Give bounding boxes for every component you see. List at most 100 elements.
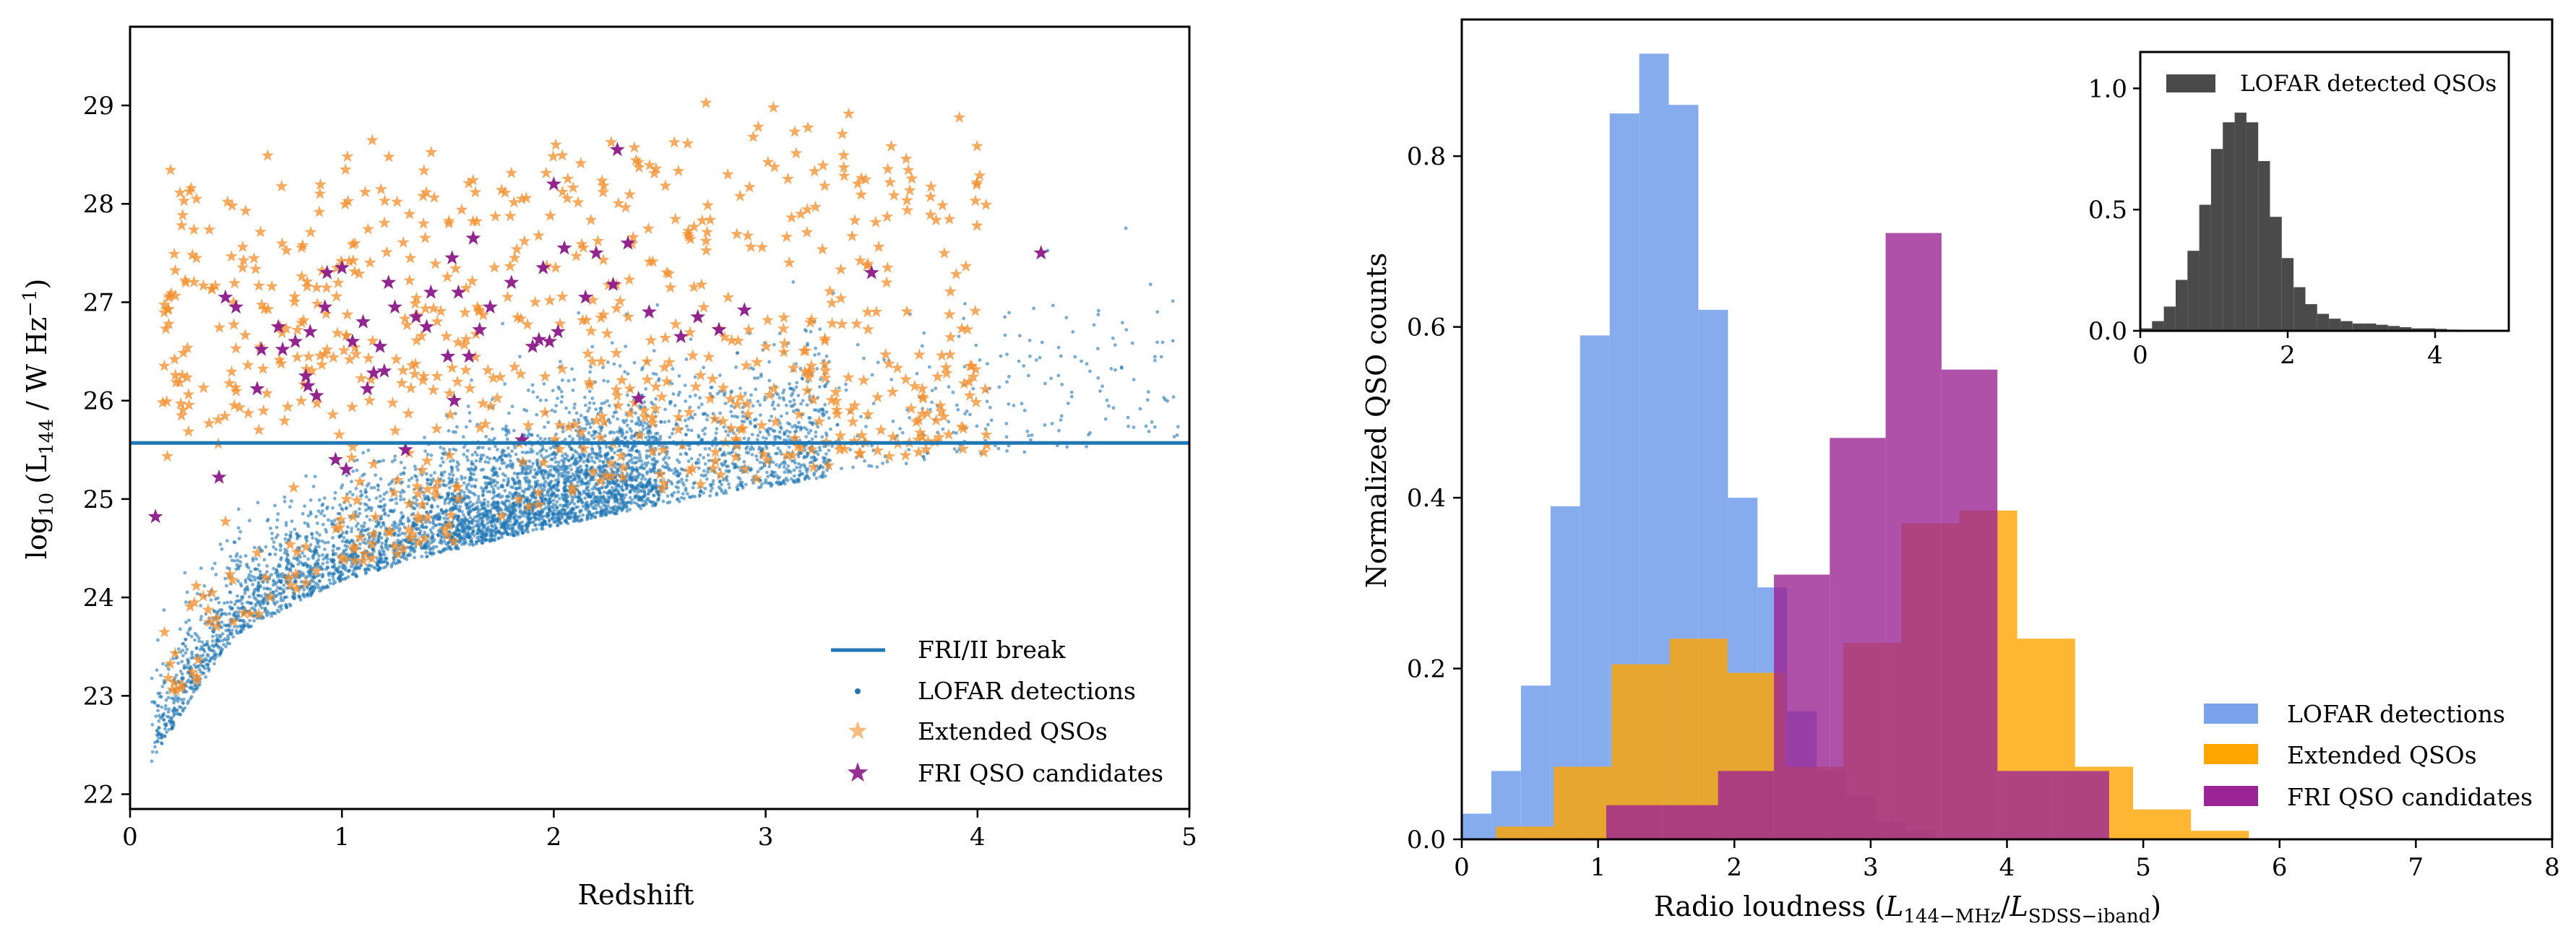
lofar-detection-point [814, 408, 819, 412]
lofar-detection-point [562, 456, 567, 461]
lofar-detection-point [1085, 445, 1088, 449]
lofar-detection-point [378, 459, 382, 464]
lofar-detection-point [486, 460, 491, 464]
lofar-detection-point [823, 402, 827, 407]
lofar-detection-point [321, 553, 324, 557]
lofar-detection-point [955, 431, 958, 435]
lofar-detection-point [224, 628, 228, 633]
lofar-detection-point [543, 480, 548, 484]
lofar-detection-point [355, 468, 359, 472]
lofar-detection-point [381, 521, 385, 525]
lofar-detection-point [797, 420, 801, 425]
lofar-detection-point [738, 386, 742, 390]
lofar-detection-point [863, 459, 866, 463]
lofar-detection-point [252, 545, 257, 550]
lofar-detection-point [587, 401, 592, 405]
lofar-detection-point [379, 545, 384, 549]
lofar-detection-point [510, 528, 514, 532]
lofar-detection-point [1043, 381, 1047, 386]
lofar-detection-point [257, 580, 261, 584]
lofar-detection-point [962, 316, 965, 321]
lofar-detection-point [375, 557, 379, 561]
lofar-detection-point [325, 561, 329, 564]
lofar-detection-point [713, 436, 718, 440]
lofar-detection-point [480, 538, 484, 542]
lofar-detection-point [396, 538, 400, 542]
lofar-detection-point [628, 490, 632, 494]
lofar-detection-point [520, 450, 525, 454]
lofar-detection-point [501, 448, 505, 452]
lofar-detection-point [179, 706, 184, 709]
lofar-detection-point [1005, 449, 1009, 453]
lofar-detection-point [353, 510, 358, 514]
lofar-detection-point [265, 564, 269, 568]
lofar-detection-point [233, 602, 237, 606]
lofar-detection-point [264, 611, 269, 615]
lofar-detection-point [678, 390, 681, 394]
lofar-detection-point [399, 498, 402, 502]
lofar-detection-point [310, 532, 314, 537]
lofar-detection-point [496, 480, 499, 485]
lofar-detection-point [518, 355, 522, 359]
lofar-detection-point [670, 482, 674, 486]
lofar-detection-point [574, 456, 578, 461]
lofar-detection-point [527, 480, 532, 484]
lofar-detection-point [258, 570, 262, 574]
lofar-detection-point [593, 501, 596, 504]
lofar-detection-point [413, 464, 417, 468]
lofar-detection-point [603, 497, 607, 501]
lofar-detection-point [278, 586, 283, 590]
lofar-detection-point [161, 662, 165, 666]
lofar-detection-point [213, 652, 217, 657]
lofar-detection-point [1005, 352, 1009, 356]
lofar-detection-point [764, 436, 768, 441]
lofar-detection-point [593, 503, 598, 507]
lofar-detection-point [254, 557, 259, 561]
lofar-detection-point [160, 705, 164, 709]
lofar-detection-point [770, 403, 775, 407]
lofar-detection-point [1096, 376, 1100, 380]
lofar-detection-point [209, 648, 213, 652]
lofar-detection-point [699, 402, 704, 407]
lofar-detection-point [641, 365, 645, 370]
lofar-detection-point [585, 423, 589, 426]
lofar-detection-point [167, 707, 171, 711]
lofar-detection-point [629, 436, 634, 440]
lofar-detection-point [392, 520, 396, 524]
lofar-detection-point [567, 511, 571, 515]
lofar-detection-point [328, 571, 332, 575]
lofar-detection-point [284, 532, 288, 537]
lofar-detection-point [162, 608, 166, 612]
lofar-detection-point [401, 515, 405, 519]
lofar-detection-point [1065, 445, 1069, 449]
lofar-detection-point [604, 463, 608, 467]
lofar-detection-point [515, 475, 520, 480]
lofar-detection-point [162, 718, 166, 722]
lofar-detection-point [501, 472, 505, 476]
lofar-detection-point [962, 365, 967, 369]
lofar-detection-point [486, 522, 489, 525]
lofar-detection-point [275, 533, 280, 537]
lofar-detection-point [249, 570, 253, 574]
lofar-detection-point [665, 465, 669, 470]
lofar-detection-point [730, 404, 733, 408]
lofar-detection-point [337, 576, 342, 580]
lofar-detection-point [642, 490, 647, 494]
lofar-detection-point [723, 460, 727, 464]
lofar-detection-point [278, 572, 283, 576]
lofar-detection-point [355, 458, 359, 462]
lofar-detection-point [470, 517, 475, 522]
lofar-detection-point [184, 638, 187, 641]
lofar-detection-point [305, 586, 309, 590]
lofar-detection-point [563, 437, 567, 441]
lofar-detection-point [593, 460, 597, 464]
lofar-detection-point [549, 493, 553, 498]
lofar-detection-point [1080, 359, 1083, 363]
lofar-detection-point [540, 444, 545, 449]
lofar-detection-point [626, 403, 631, 407]
lofar-detection-point [898, 427, 903, 430]
lofar-detection-point [175, 711, 179, 716]
lofar-detection-point [721, 477, 725, 482]
lofar-detection-point [376, 484, 380, 488]
